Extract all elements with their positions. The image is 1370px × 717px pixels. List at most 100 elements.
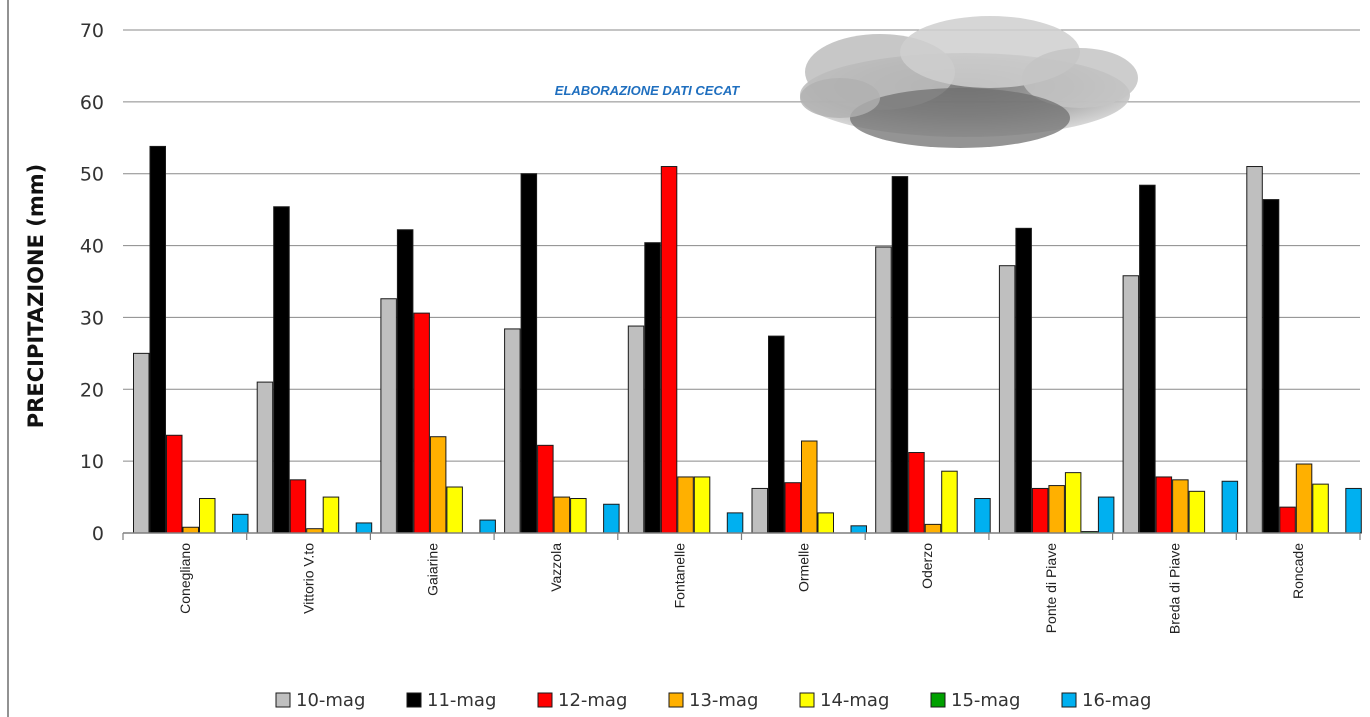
bar-11-mag-conegliano [149, 145, 166, 534]
bar-14-mag-ormelle [817, 512, 834, 534]
bar-10-mag-oderzo [875, 246, 892, 534]
y-tick-label: 40 [80, 236, 104, 258]
bar-11-mag-vittorio-v-to [273, 206, 290, 534]
bar-11-mag-vazzola [520, 173, 538, 534]
bar-10-mag-gaiarine [380, 298, 397, 534]
legend-label: 14-mag [820, 690, 889, 711]
y-tick-label: 70 [80, 20, 104, 42]
bar-16-mag-conegliano [232, 513, 249, 534]
legend-swatch [537, 692, 553, 708]
bar-13-mag-breda-di-piave [1172, 479, 1189, 534]
bar-14-mag-fontanelle [693, 476, 711, 534]
bar-16-mag-oderzo [974, 498, 991, 534]
bar-12-mag-roncade [1279, 506, 1296, 534]
bar-13-mag-vazzola [553, 496, 571, 534]
category-label: Vittorio V.to [301, 543, 317, 614]
cloud-icon [800, 16, 1138, 148]
bar-11-mag-breda-di-piave [1139, 184, 1156, 534]
category-label: Conegliano [177, 543, 193, 614]
gridlines [123, 29, 1360, 462]
bar-11-mag-ormelle [768, 335, 785, 534]
category-label: Ormelle [795, 543, 811, 592]
legend-swatch [1061, 692, 1077, 708]
bar-14-mag-vittorio-v-to [322, 496, 340, 534]
y-tick-label: 10 [80, 451, 104, 473]
bar-12-mag-oderzo [908, 452, 925, 534]
legend-label: 10-mag [296, 690, 365, 711]
bar-13-mag-roncade [1295, 463, 1313, 534]
bar-11-mag-roncade [1262, 199, 1280, 534]
bar-14-mag-gaiarine [446, 486, 463, 534]
bar-13-mag-fontanelle [677, 476, 694, 534]
legend-swatch [668, 692, 684, 708]
y-tick-label: 60 [80, 92, 104, 114]
legend-label: 16-mag [1082, 690, 1151, 711]
bar-10-mag-vazzola [504, 328, 521, 534]
category-label: Roncade [1290, 543, 1306, 599]
bar-16-mag-vazzola [603, 503, 620, 534]
bar-14-mag-conegliano [199, 498, 216, 534]
bar-12-mag-fontanelle [660, 166, 678, 534]
legend-label: 11-mag [427, 690, 496, 711]
bar-12-mag-conegliano [166, 434, 183, 534]
legend-swatch [406, 692, 422, 708]
bar-12-mag-vittorio-v-to [289, 479, 307, 534]
bar-series [133, 145, 1362, 534]
bar-14-mag-ponte-di-piave [1064, 472, 1082, 534]
chart-annotation: ELABORAZIONE DATI CECAT [555, 83, 740, 98]
bar-10-mag-vittorio-v-to [256, 381, 274, 534]
category-label: Ponte di Piave [1043, 543, 1059, 633]
bar-16-mag-ponte-di-piave [1097, 496, 1115, 534]
category-label: Oderzo [919, 543, 935, 589]
bar-13-mag-ormelle [801, 440, 818, 534]
bar-14-mag-breda-di-piave [1188, 490, 1206, 534]
category-labels: Conegliano Vittorio V.to Gaiarine Vazzola Fo… [177, 543, 1306, 634]
bar-11-mag-gaiarine [396, 229, 414, 534]
bar-11-mag-fontanelle [644, 242, 661, 534]
bar-12-mag-gaiarine [413, 312, 430, 534]
bar-11-mag-ponte-di-piave [1015, 227, 1032, 534]
legend: 10-mag 11-mag 12-mag 13-mag 14-mag 15-mag 16-m… [275, 690, 1151, 711]
bar-13-mag-conegliano [182, 526, 199, 534]
y-tick-label: 0 [92, 523, 104, 545]
x-axis-ticks [122, 533, 1361, 540]
legend-swatch [799, 692, 815, 708]
bar-16-mag-roncade [1345, 487, 1362, 534]
bar-16-mag-breda-di-piave [1221, 480, 1239, 534]
y-axis-title: PRECIPITAZIONE (mm) [24, 164, 48, 428]
legend-label: 13-mag [689, 690, 758, 711]
bar-10-mag-ponte-di-piave [998, 265, 1016, 534]
y-tick-label: 20 [80, 379, 104, 401]
bar-12-mag-ponte-di-piave [1031, 487, 1049, 534]
bar-14-mag-oderzo [941, 470, 958, 534]
bar-12-mag-breda-di-piave [1155, 476, 1173, 534]
category-label: Fontanelle [672, 543, 688, 609]
y-tick-label: 50 [80, 164, 104, 186]
bar-12-mag-vazzola [537, 444, 554, 534]
category-label: Vazzola [548, 543, 564, 592]
bar-10-mag-ormelle [751, 487, 768, 534]
category-label: Breda di Piave [1166, 543, 1182, 634]
legend-label: 15-mag [951, 690, 1020, 711]
legend-swatch [275, 692, 291, 708]
bar-10-mag-conegliano [133, 352, 150, 534]
legend-swatch [930, 692, 946, 708]
legend-label: 12-mag [558, 690, 627, 711]
bar-13-mag-gaiarine [429, 436, 447, 534]
bar-13-mag-ponte-di-piave [1048, 485, 1065, 534]
bar-14-mag-vazzola [570, 498, 587, 534]
category-label: Gaiarine [424, 543, 440, 596]
bar-16-mag-vittorio-v-to [355, 522, 373, 534]
bar-16-mag-ormelle [850, 525, 867, 534]
y-tick-labels: 0 10 20 30 40 50 60 70 [80, 20, 104, 545]
bar-16-mag-gaiarine [479, 519, 496, 534]
bar-13-mag-oderzo [924, 523, 942, 534]
bar-10-mag-fontanelle [627, 325, 645, 534]
bar-10-mag-breda-di-piave [1122, 275, 1140, 534]
bar-10-mag-roncade [1246, 166, 1263, 534]
bar-11-mag-oderzo [891, 176, 909, 534]
bar-16-mag-fontanelle [726, 512, 744, 534]
bar-12-mag-ormelle [784, 482, 801, 534]
